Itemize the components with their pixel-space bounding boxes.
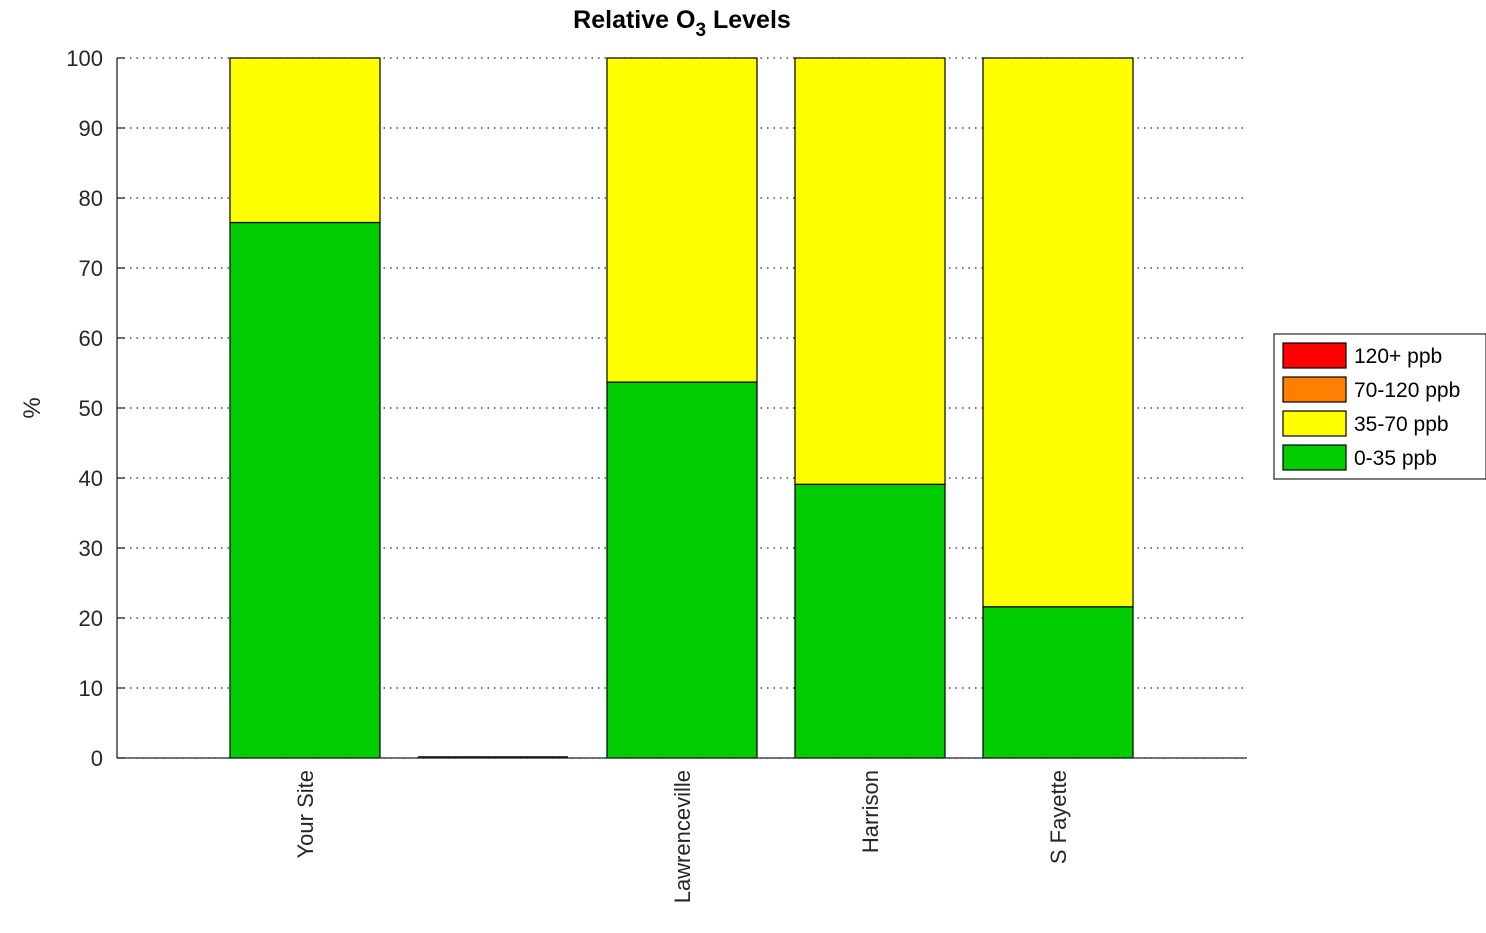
y-tick-label: 60 [79, 326, 103, 351]
bar-segment [606, 57, 758, 383]
legend-swatch [1282, 410, 1347, 437]
legend-label: 0-35 ppb [1354, 447, 1437, 470]
chart-title-suffix: Levels [706, 6, 791, 34]
y-tick-label: 40 [79, 466, 103, 491]
x-tick-label: S Fayette [1046, 770, 1071, 864]
bars [229, 57, 1134, 759]
bar-segment [982, 606, 1134, 759]
legend-label: 70-120 ppb [1354, 379, 1460, 402]
y-tick-label: 100 [66, 46, 103, 71]
legend-swatch [1282, 342, 1347, 369]
x-tick-label: Your Site [293, 770, 318, 858]
x-tick-label: Harrison [858, 770, 883, 853]
y-tick-label: 30 [79, 536, 103, 561]
bar-segment [229, 221, 381, 759]
y-tick-label: 90 [79, 116, 103, 141]
y-tick-label: 50 [79, 396, 103, 421]
y-tick-label: 0 [91, 746, 103, 771]
bar-segment [229, 57, 381, 224]
legend-swatch [1282, 444, 1347, 471]
y-tick-label: 20 [79, 606, 103, 631]
x-tick-labels: Your Site Lawrenceville Harrison S Fayette [293, 770, 1071, 903]
chart-title: Relative O3 Levels [573, 6, 791, 41]
bar-segment [794, 483, 946, 759]
bar-segment [982, 57, 1134, 608]
legend-label: 35-70 ppb [1354, 413, 1449, 436]
y-axis-label: % [19, 397, 46, 418]
chart-title-subscript: 3 [695, 20, 706, 41]
chart-title-main: Relative O [573, 6, 695, 34]
legend-swatch [1282, 376, 1347, 403]
legend: 120+ ppb 70-120 ppb 35-70 ppb 0-35 ppb [1273, 333, 1486, 480]
y-tick-label: 10 [79, 676, 103, 701]
bar-segment [606, 381, 758, 759]
y-tick-label: 80 [79, 186, 103, 211]
y-tick-label: 70 [79, 256, 103, 281]
bar-segment [794, 57, 946, 485]
x-tick-label: Lawrenceville [670, 770, 695, 903]
axes [116, 57, 1247, 759]
legend-label: 120+ ppb [1354, 345, 1442, 368]
y-tick-labels: 0 10 20 30 40 50 60 70 80 90 100 [66, 46, 103, 771]
